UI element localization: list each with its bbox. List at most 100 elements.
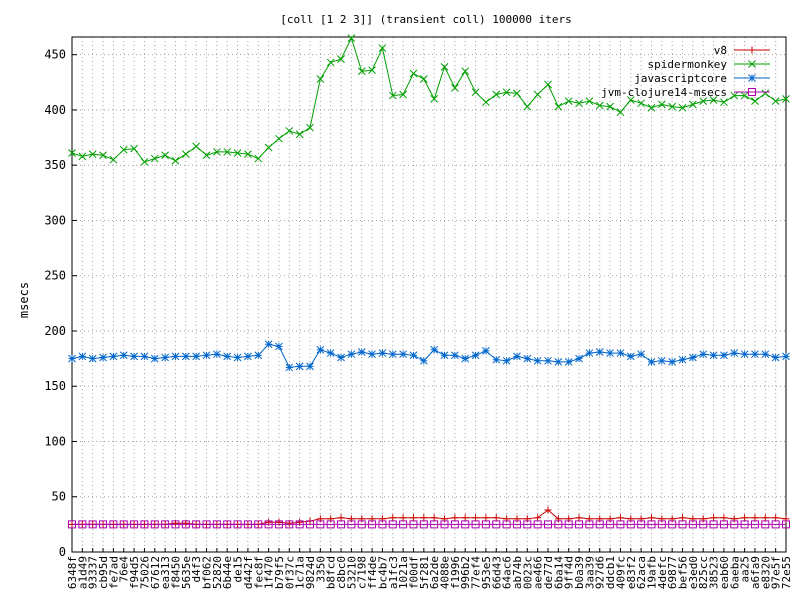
data-point <box>316 75 325 83</box>
data-point <box>740 520 749 529</box>
data-point <box>461 354 470 363</box>
x-tick-label: 52820 <box>211 556 224 589</box>
series-line <box>72 509 787 525</box>
data-point <box>140 352 149 361</box>
data-point <box>223 520 232 529</box>
data-point <box>481 520 490 529</box>
data-point <box>337 520 346 529</box>
data-point <box>99 520 108 529</box>
data-point <box>337 55 345 63</box>
data-point <box>161 353 169 362</box>
data-point <box>388 91 397 100</box>
data-point <box>409 69 418 78</box>
data-point <box>689 353 697 362</box>
x-tick-label: 3350 <box>314 556 327 583</box>
data-point <box>533 90 542 99</box>
y-tick-label: 400 <box>44 103 66 117</box>
data-point <box>275 342 283 351</box>
legend-label: jvm-clojure14-msecs <box>601 86 727 99</box>
x-tick-label: fec8f <box>252 556 265 589</box>
x-tick-label: 3aa39 <box>583 556 596 589</box>
data-point <box>368 350 376 359</box>
data-point <box>771 353 780 362</box>
data-point <box>626 520 635 529</box>
data-point <box>761 520 770 529</box>
x-tick-label: cb95d <box>97 556 110 589</box>
data-point <box>409 520 418 529</box>
x-tick-label: 69877 <box>666 556 679 589</box>
x-tick-label: ae466 <box>532 556 545 589</box>
data-point <box>740 91 749 100</box>
data-point <box>575 514 583 522</box>
data-point <box>492 355 501 364</box>
x-tick-label: bef56 <box>677 556 690 589</box>
data-point <box>720 98 728 107</box>
data-point <box>740 350 749 359</box>
data-point <box>647 358 656 366</box>
x-tick-label: 6a2de <box>428 556 441 589</box>
x-tick-label: 66d43 <box>490 556 503 589</box>
data-point <box>88 520 97 529</box>
data-point <box>244 150 252 158</box>
data-point <box>751 514 759 522</box>
x-tick-label: 1021a <box>397 556 410 589</box>
x-tick-label: fe7ad <box>107 556 120 589</box>
chart-title: [coll [1 2 3]] (transient coll) 100000 i… <box>280 13 571 26</box>
data-point <box>482 98 490 107</box>
data-point <box>534 514 542 522</box>
data-point <box>616 514 624 522</box>
data-point <box>451 514 459 522</box>
legend-label: v8 <box>714 44 727 57</box>
data-point <box>606 520 615 529</box>
y-tick-label: 350 <box>44 158 66 172</box>
data-point <box>109 155 118 164</box>
data-point <box>616 520 625 529</box>
data-point <box>492 90 501 99</box>
x-tick-label: a1d49 <box>76 556 89 589</box>
x-tick-label: ff4de <box>366 556 379 589</box>
x-tick-label: 0023c <box>521 556 534 589</box>
x-tick-label: 6ba14 <box>552 556 565 589</box>
data-point <box>419 356 428 365</box>
data-point <box>233 520 242 529</box>
data-point <box>316 345 325 354</box>
data-point <box>78 520 87 529</box>
data-point <box>233 353 242 362</box>
data-point <box>192 520 201 529</box>
x-tick-label: 953e5 <box>480 556 493 589</box>
data-point <box>709 96 718 104</box>
data-point <box>761 350 770 359</box>
data-point <box>750 520 759 529</box>
data-point <box>678 103 687 112</box>
x-tick-label: a6fa9 <box>749 556 762 589</box>
data-point <box>544 356 552 365</box>
data-point <box>378 44 387 52</box>
data-point <box>254 351 263 360</box>
data-point <box>68 149 76 157</box>
data-point <box>450 520 459 529</box>
data-point <box>585 349 594 357</box>
data-point <box>171 156 180 165</box>
y-tick-label: 150 <box>44 379 66 393</box>
x-tick-label: 62aca <box>635 556 648 589</box>
data-point <box>461 520 470 529</box>
legend: v8spidermonkeyjavascriptcorejvm-clojure1… <box>601 44 770 99</box>
data-point <box>140 158 149 166</box>
data-point <box>233 149 242 157</box>
y-axis-ticks: 0 50 100 150 200 250 300 350 400 450 <box>44 48 77 559</box>
data-point <box>150 354 159 363</box>
legend-entry: jvm-clojure14-msecs <box>601 86 770 99</box>
data-point <box>461 514 469 522</box>
x-tick-label: de15 <box>232 556 245 583</box>
y-tick-label: 250 <box>44 269 66 283</box>
data-point <box>544 80 552 89</box>
x-tick-label: 4088e <box>439 556 452 589</box>
data-point <box>761 89 770 98</box>
data-point <box>730 520 739 529</box>
legend-entry: javascriptcore <box>634 72 770 85</box>
data-point <box>440 62 449 71</box>
y-tick-label: 0 <box>59 545 66 559</box>
series-jvm-clojure14-msecs <box>68 520 790 529</box>
data-point <box>295 520 304 529</box>
data-point <box>150 154 159 163</box>
